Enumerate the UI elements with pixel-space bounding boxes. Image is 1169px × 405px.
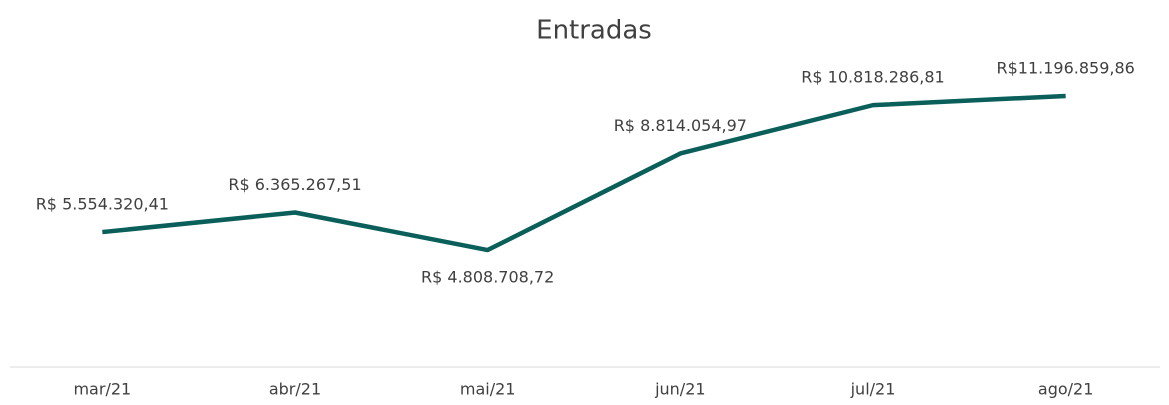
data-label: R$11.196.859,86: [996, 59, 1134, 78]
x-tick-label: ago/21: [1038, 380, 1094, 399]
x-tick-label: mai/21: [460, 380, 516, 399]
x-tick-label: jul/21: [850, 380, 896, 399]
data-label: R$ 10.818.286,81: [801, 68, 944, 87]
data-label: R$ 5.554.320,41: [36, 195, 169, 214]
data-label: R$ 4.808.708,72: [421, 268, 554, 287]
data-label: R$ 8.814.054,97: [614, 116, 747, 135]
x-tick-label: mar/21: [73, 380, 131, 399]
x-tick-label: abr/21: [269, 380, 321, 399]
chart-title: Entradas: [536, 16, 652, 46]
data-label: R$ 6.365.267,51: [228, 175, 361, 194]
line: [102, 93, 1066, 253]
x-tick-label: jun/21: [654, 380, 705, 399]
